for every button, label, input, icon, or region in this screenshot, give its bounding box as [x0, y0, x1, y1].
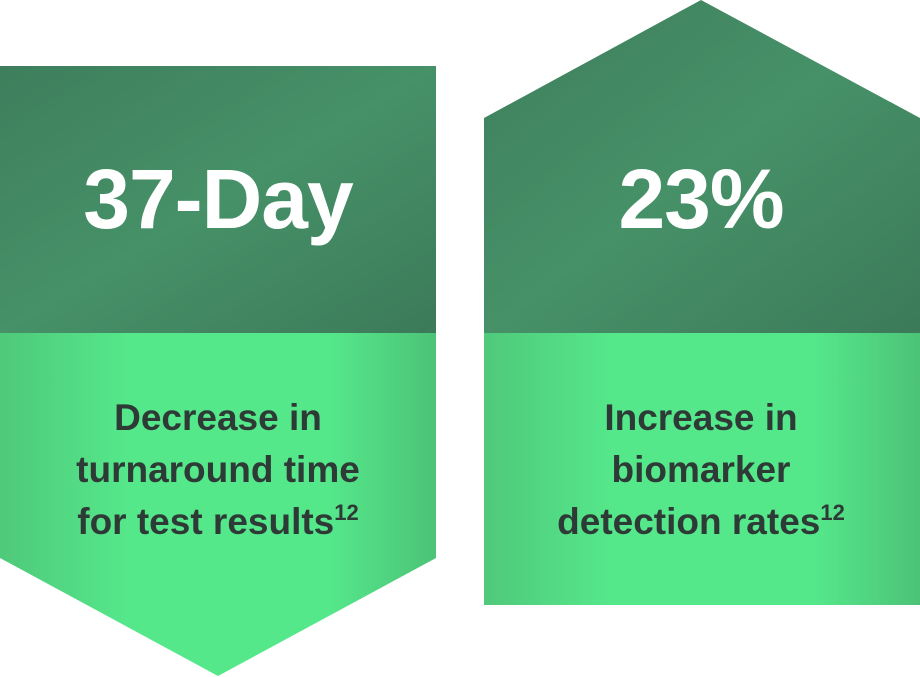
description-line: for test results12: [77, 500, 359, 542]
description-line: biomarker: [612, 449, 791, 490]
card-bottom: [484, 333, 920, 605]
reference: 12: [334, 500, 358, 525]
description-line: detection rates12: [557, 500, 845, 542]
stat: 23%: [618, 152, 783, 246]
card-bottom: [0, 333, 436, 676]
description-line: Increase in: [604, 397, 797, 438]
description-text: detection rates: [557, 501, 820, 542]
description-line: turnaround time: [76, 449, 360, 490]
description-line: Decrease in: [114, 397, 322, 438]
description-text: for test results: [77, 501, 334, 542]
card-top: [484, 0, 920, 333]
card-top: [0, 66, 436, 333]
stat: 37-Day: [83, 152, 354, 246]
reference: 12: [820, 500, 844, 525]
